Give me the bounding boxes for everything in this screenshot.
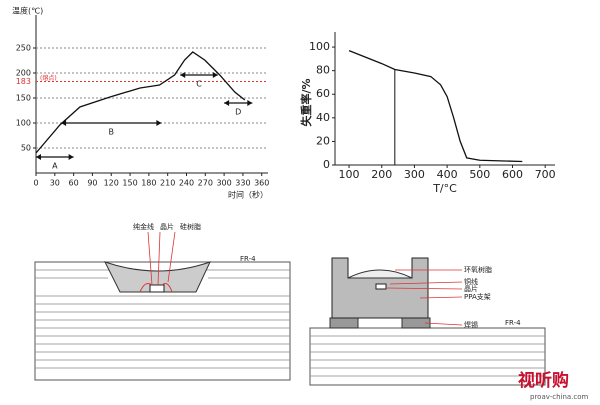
x-tick-label: 300 — [404, 168, 425, 181]
range-label: D — [235, 108, 241, 117]
melting-label: (熔点) — [40, 74, 57, 82]
x-tick-label: 210 — [160, 179, 175, 188]
y-tick-label: 100 — [16, 119, 31, 128]
x-tick-label: 500 — [469, 168, 490, 181]
y-tick-label: 100 — [309, 40, 330, 53]
label: 晶片 — [160, 222, 174, 231]
x-tick-label: 150 — [122, 179, 137, 188]
x-tick-label: 270 — [198, 179, 213, 188]
y-tick-label: 0 — [323, 158, 330, 171]
gold-wire — [139, 283, 173, 293]
label: 铜线 — [464, 277, 478, 286]
led-diagram-right: 环氧树脂 铜线 晶片 PPA支架 焊锡 FR-4 — [309, 257, 546, 386]
silicone — [104, 261, 211, 293]
x-tick-label: 360 — [254, 179, 269, 188]
y-axis-label: 温度(℃) — [12, 6, 43, 16]
x-tick-label: 240 — [179, 179, 194, 188]
y-tick-label: 250 — [16, 44, 31, 53]
y-tick-label: 50 — [21, 144, 31, 153]
y-axis-label: 失重率/% — [299, 78, 313, 126]
label: PPA支架 — [464, 292, 491, 301]
label: 晶片 — [464, 284, 478, 293]
y-tick-label: 20 — [316, 134, 330, 147]
x-tick-label: 300 — [216, 179, 231, 188]
x-tick-label: 700 — [535, 168, 556, 181]
led-diagram-left: 纯金线 晶片 硅树脂 FR-4 — [34, 222, 291, 381]
label: 纯金线 — [133, 222, 154, 231]
x-tick-label: 180 — [141, 179, 156, 188]
range-label: C — [196, 80, 202, 89]
y-tick-label: 80 — [316, 64, 330, 77]
x-tick-label: 100 — [339, 168, 360, 181]
data-line — [348, 50, 523, 163]
watermark: 视听购 — [518, 370, 569, 391]
x-tick-label: 400 — [437, 168, 458, 181]
x-tick-label: 600 — [502, 168, 523, 181]
label: 环氧树脂 — [464, 265, 492, 274]
x-axis-label: 时间（秒） — [228, 190, 268, 200]
label: 焊锡 — [464, 320, 478, 329]
y-tick-label: 150 — [16, 94, 31, 103]
x-axis-label: T/°C — [432, 182, 457, 195]
range-label: A — [52, 162, 58, 171]
y-tick-label: 40 — [316, 111, 330, 124]
chart: 0 20 40 60 80 100 100 200 300 400 500 600 700 失重率/% T/… — [299, 32, 556, 195]
x-tick-label: 120 — [104, 179, 119, 188]
chip — [375, 283, 387, 290]
y-tick-label: 60 — [316, 87, 330, 100]
y-tick-label: 200 — [16, 69, 31, 78]
label: 硅树脂 — [180, 222, 201, 231]
board-label: FR-4 — [505, 319, 521, 327]
melting-point: 183 — [16, 77, 31, 86]
x-tick-label: 60 — [69, 179, 79, 188]
x-tick-label: 330 — [235, 179, 250, 188]
board — [309, 327, 546, 386]
data-line — [35, 51, 246, 154]
watermark-url: proav-china.com — [530, 393, 589, 401]
solder — [329, 317, 359, 329]
range-label: B — [108, 128, 114, 137]
x-tick-label: 200 — [371, 168, 392, 181]
x-tick-label: 30 — [50, 179, 60, 188]
board-label: FR-4 — [240, 255, 256, 263]
epoxy — [347, 269, 413, 279]
x-tick-label: 0 — [33, 179, 38, 188]
chip — [149, 284, 165, 293]
x-tick-label: 90 — [87, 179, 97, 188]
